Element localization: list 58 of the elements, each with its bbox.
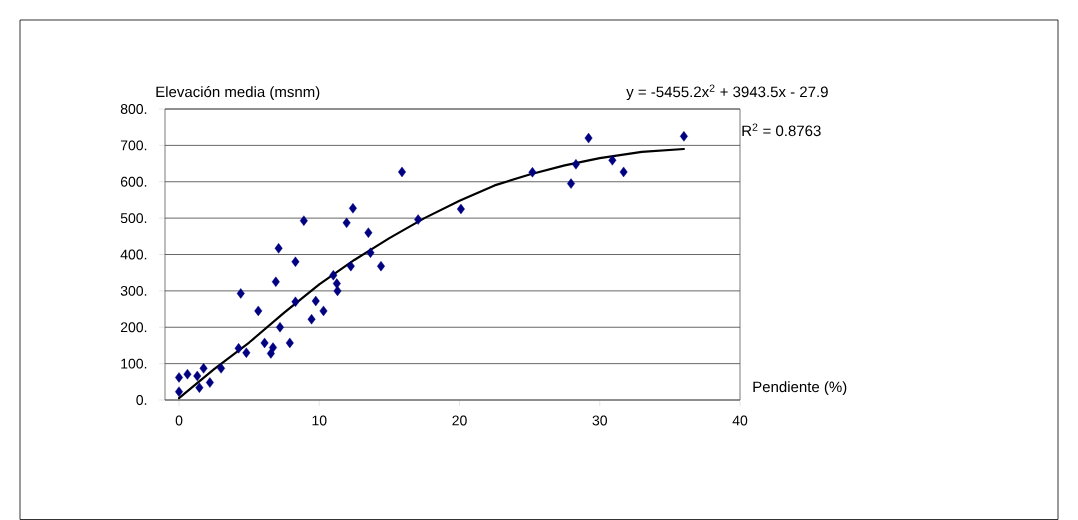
point (333, 285, 342, 297)
point (364, 227, 373, 238)
point (567, 178, 575, 189)
point (348, 203, 357, 214)
x-tick-label: 0 (175, 415, 183, 426)
point (291, 296, 300, 307)
point (346, 260, 355, 272)
point (329, 270, 338, 281)
point (414, 214, 423, 225)
y-axis-title: Elevación media (msnm) (156, 85, 320, 101)
point (571, 159, 580, 170)
point (195, 382, 204, 393)
point (175, 386, 183, 397)
point (366, 247, 375, 258)
x-axis-title: Pendiente (%) (753, 381, 847, 396)
y-tick-label: 400. (120, 249, 147, 260)
y-tick-label: 200. (120, 322, 147, 333)
point (175, 372, 183, 383)
point (260, 337, 269, 349)
point (456, 203, 465, 215)
point (269, 342, 277, 353)
point (319, 305, 328, 317)
point (205, 377, 214, 388)
y-tick-label: 100. (121, 358, 147, 369)
point (291, 256, 300, 267)
x-tick-label: 30 (592, 415, 608, 426)
y-tick-label: 800. (120, 104, 147, 114)
point (236, 288, 245, 299)
point (528, 167, 537, 178)
point (271, 276, 280, 287)
point (199, 363, 208, 374)
y-tick-label: 0. (136, 395, 147, 405)
point (619, 166, 628, 178)
y-tick-label: 300. (120, 285, 147, 296)
point (276, 322, 284, 333)
point (217, 363, 226, 374)
point (608, 155, 617, 166)
point (299, 215, 308, 226)
point (307, 314, 316, 325)
point (254, 305, 263, 317)
point (584, 132, 593, 144)
point (679, 131, 688, 142)
x-tick-label: 20 (452, 415, 467, 426)
x-tick-label: 10 (312, 415, 327, 426)
y-tick-label: 500. (120, 213, 147, 224)
y-tick-label: 700. (120, 140, 147, 151)
y-tick-label: 600. (120, 176, 147, 187)
point (193, 370, 202, 382)
point (274, 243, 283, 254)
text: R$^{2}$ = 0.8763 (742, 123, 821, 137)
x-tick-label: 40 (732, 415, 748, 426)
point (311, 295, 320, 307)
point (183, 368, 192, 380)
point (342, 217, 351, 229)
text: y = -5455.2x$^{2}$ + 3943.5x - 27.9 (626, 84, 828, 101)
point (234, 343, 243, 354)
point (285, 337, 294, 349)
point (242, 347, 251, 358)
